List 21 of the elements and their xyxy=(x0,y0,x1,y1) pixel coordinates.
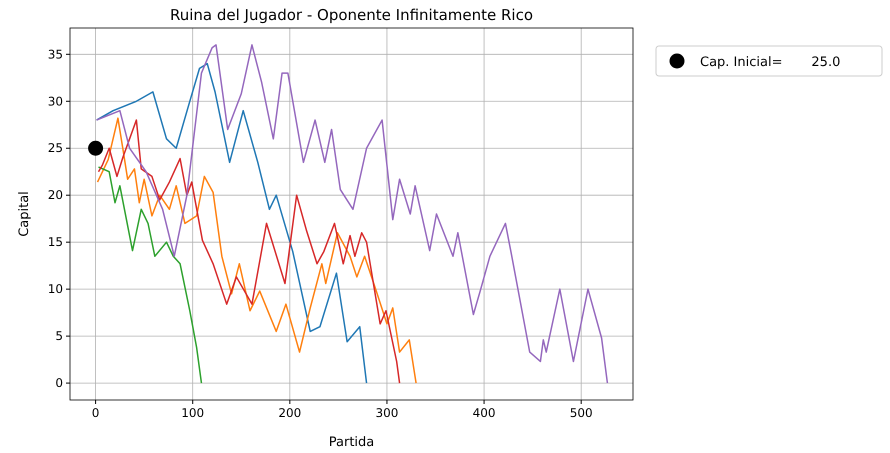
y-axis-title: Capital xyxy=(17,191,32,237)
x-tick-label: 500 xyxy=(570,406,593,420)
y-tick-label: 25 xyxy=(48,141,63,156)
legend-label: Cap. Inicial= 25.0 xyxy=(700,55,840,70)
y-tick-label: 10 xyxy=(48,282,63,296)
y-tick-label: 15 xyxy=(48,235,63,250)
x-tick-label: 300 xyxy=(375,406,398,420)
x-tick-label: 400 xyxy=(472,406,496,420)
x-tick-label: 100 xyxy=(181,406,204,420)
line-series xyxy=(96,44,608,384)
x-tick-label: 200 xyxy=(278,406,302,420)
x-tick-label: 0 xyxy=(92,406,100,420)
x-axis-title: Partida xyxy=(328,435,374,450)
y-tick-label: 35 xyxy=(48,47,63,62)
y-tick-label: 20 xyxy=(48,188,63,202)
y-tick-label: 0 xyxy=(55,376,63,390)
line-series xyxy=(98,166,202,384)
y-tick-label: 30 xyxy=(48,94,63,108)
y-tick-label: 5 xyxy=(55,329,63,344)
line-series xyxy=(96,62,368,384)
chart-title: Ruina del Jugador - Oponente Infinitamente Rico xyxy=(170,6,534,24)
